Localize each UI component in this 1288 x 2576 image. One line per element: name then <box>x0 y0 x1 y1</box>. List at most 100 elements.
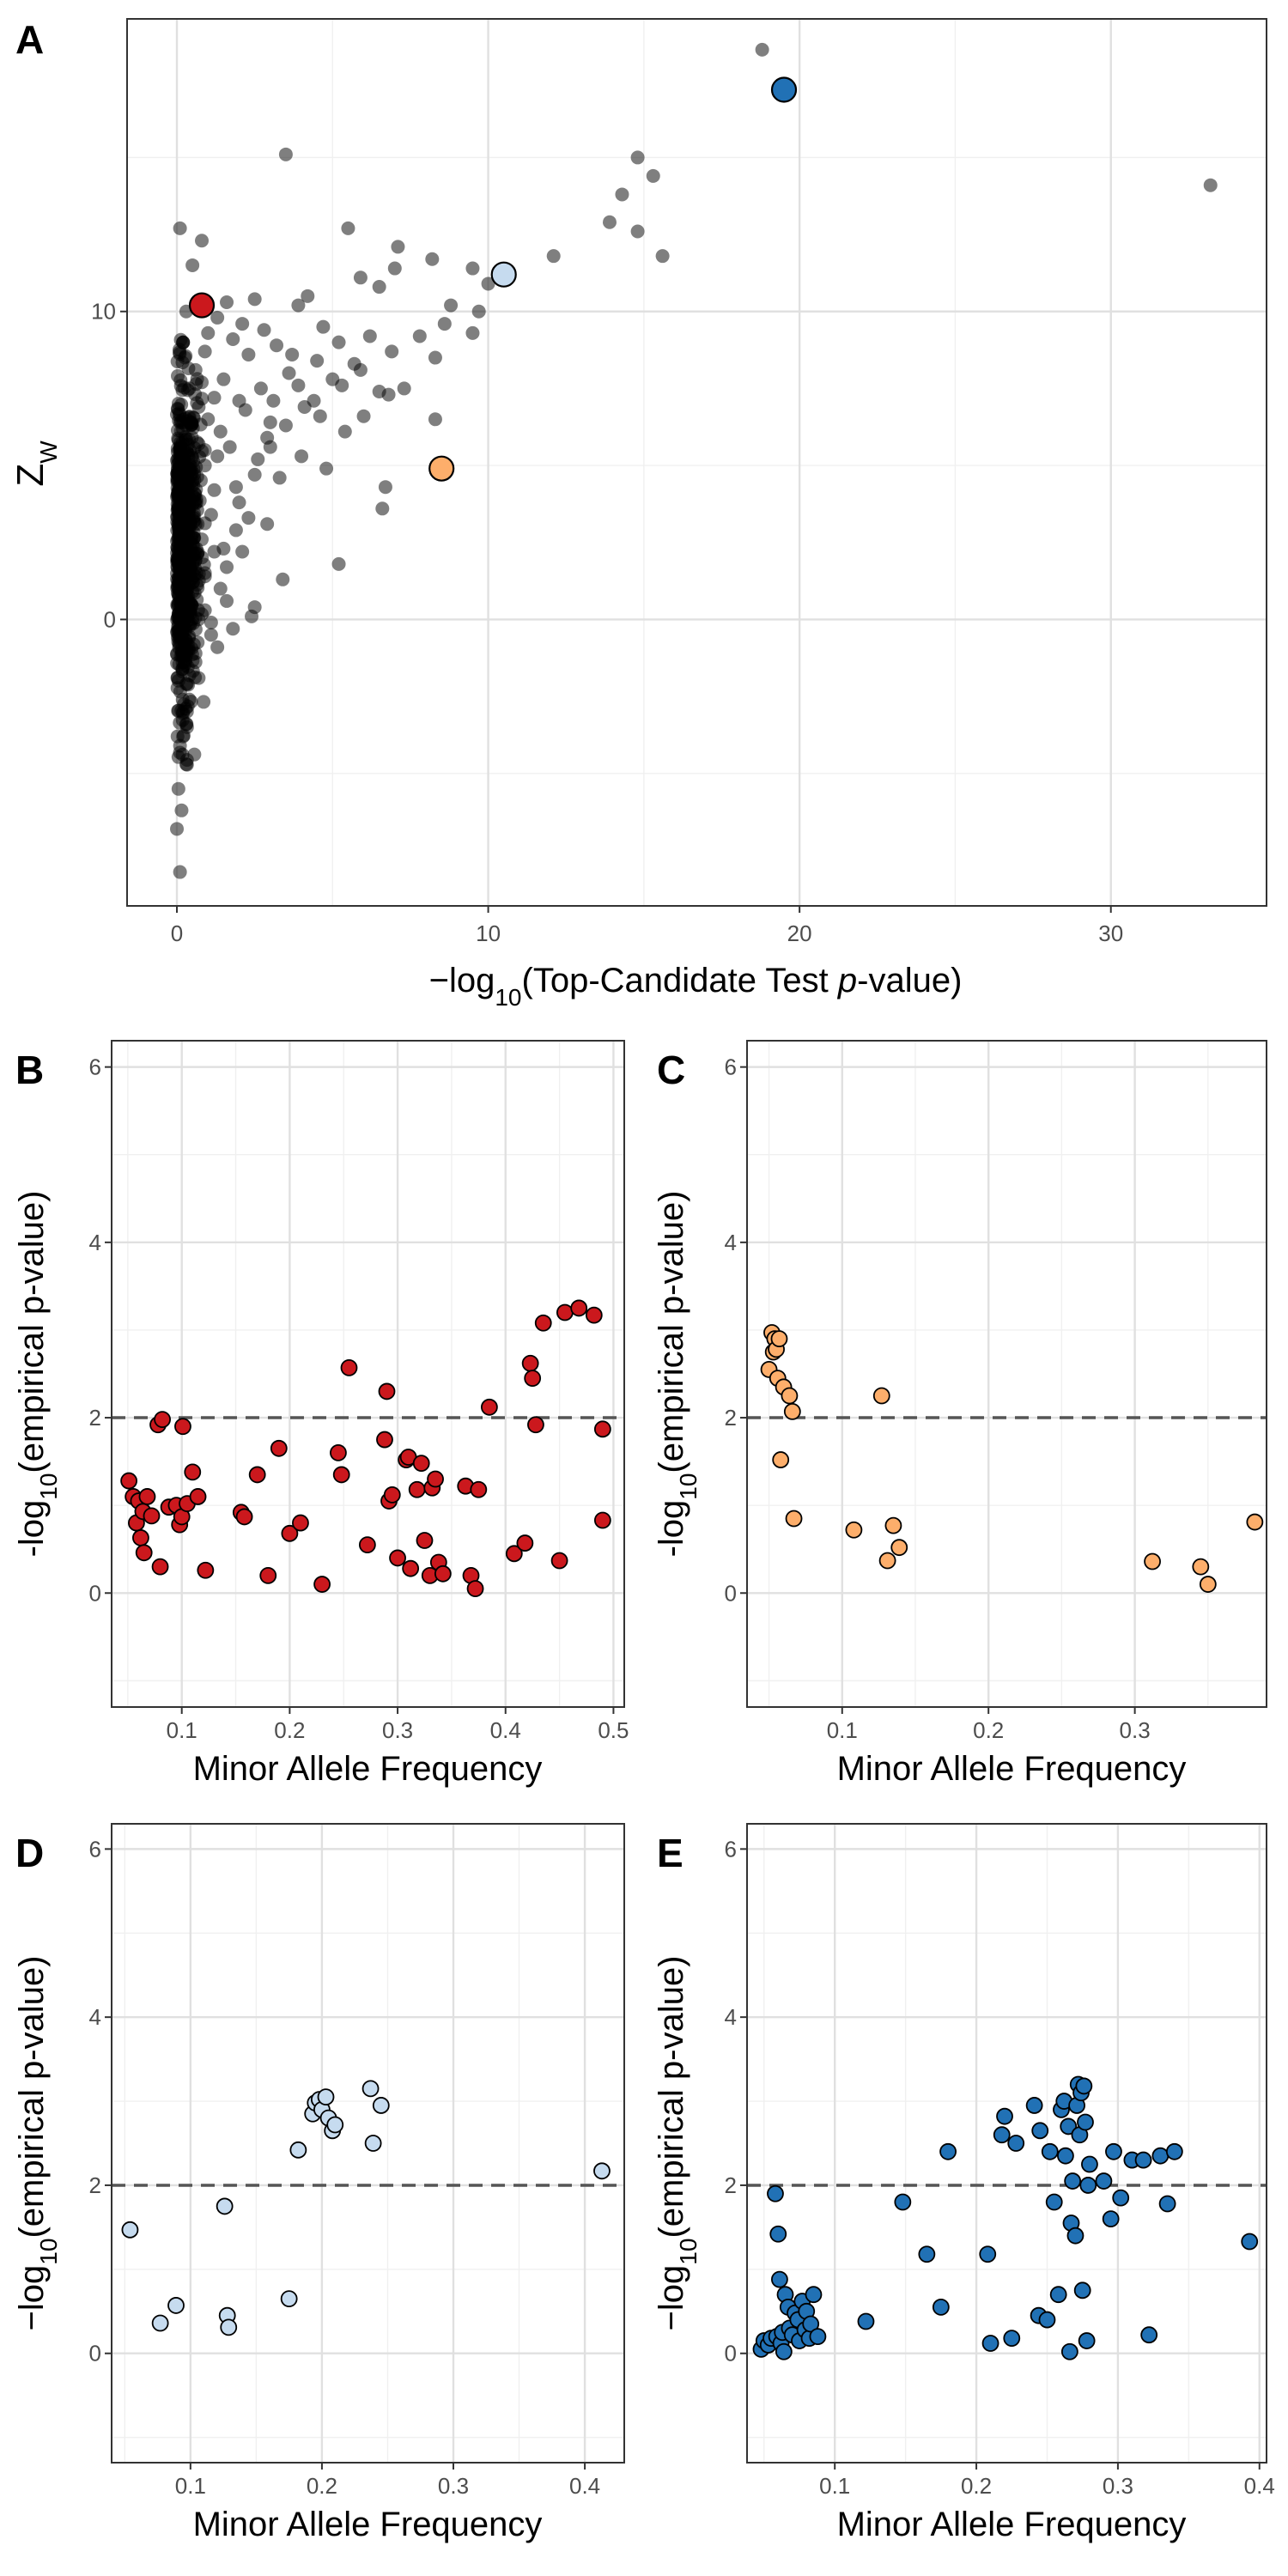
y-axis-title-part: (empirical p-value) <box>13 1191 51 1473</box>
data-point <box>471 304 486 319</box>
y-axis-title: −log10(empirical p-value) <box>13 1956 62 2331</box>
highlighted-point <box>770 76 798 103</box>
data-point <box>416 1532 434 1549</box>
x-tick-label: 0.1 <box>819 2473 850 2499</box>
data-point <box>353 270 368 285</box>
data-point <box>1066 2227 1084 2245</box>
data-point <box>187 747 202 762</box>
data-point <box>197 569 212 584</box>
data-point <box>1105 2142 1122 2160</box>
data-point <box>195 532 210 547</box>
data-point <box>295 449 309 464</box>
data-point <box>301 289 315 303</box>
data-point <box>340 1358 358 1376</box>
data-point <box>331 556 346 571</box>
plot-frame <box>126 18 1267 907</box>
data-point <box>480 1398 498 1416</box>
data-point <box>546 249 561 264</box>
y-axis-title: −log10(empirical p-value) <box>653 1956 702 2331</box>
y-tick-label: 6 <box>725 1054 737 1080</box>
data-point <box>247 292 262 307</box>
data-point <box>341 221 355 235</box>
data-point <box>802 2315 820 2333</box>
y-axis-title-part: 10 <box>35 1473 62 1500</box>
data-points <box>760 1324 1264 1593</box>
data-point <box>174 516 189 531</box>
x-axis-title-part: -value) <box>857 962 962 999</box>
data-point <box>524 1370 542 1388</box>
data-point <box>176 505 191 519</box>
y-tick-label: 0 <box>725 1580 737 1606</box>
data-point <box>556 1303 574 1321</box>
y-axis-title-part: (empirical p-value) <box>653 1191 690 1473</box>
data-point <box>1134 2151 1152 2169</box>
data-point <box>285 347 300 361</box>
panel-b: 0.1 0.2 0.3 0.4 0.5 0 2 4 6 B Minor Allele Frequen… <box>13 1040 629 1788</box>
data-point <box>247 467 262 482</box>
data-point <box>185 556 200 571</box>
data-point <box>282 366 296 380</box>
data-point <box>470 1480 488 1498</box>
y-tick-label: 10 <box>91 299 116 325</box>
y-axis-title-part: Z <box>9 464 52 487</box>
x-tick-label: 0.1 <box>167 1717 197 1743</box>
data-point <box>389 1549 406 1567</box>
data-point <box>337 424 352 439</box>
data-point <box>213 424 228 439</box>
data-point <box>121 2221 139 2239</box>
data-point <box>1060 2117 1078 2136</box>
data-point <box>918 2245 936 2263</box>
data-point <box>143 1507 161 1525</box>
x-axis-title: −log10(Top-Candidate Test p-value) <box>429 962 963 1011</box>
data-point <box>270 338 284 353</box>
data-point <box>170 822 185 836</box>
data-point <box>197 344 212 359</box>
data-point <box>220 2318 238 2336</box>
panel-label: E <box>657 1831 683 1875</box>
data-point <box>878 1552 896 1570</box>
data-point <box>372 2097 390 2114</box>
data-point <box>481 276 495 291</box>
data-point <box>248 1466 266 1484</box>
data-point <box>280 2290 298 2308</box>
data-point <box>1151 2147 1170 2165</box>
data-point <box>204 507 218 522</box>
data-point <box>428 412 442 427</box>
data-point <box>412 1455 430 1473</box>
data-point <box>1073 2281 1091 2300</box>
data-point <box>317 2088 335 2106</box>
data-point <box>179 757 193 772</box>
data-point <box>655 249 670 264</box>
data-point <box>521 1354 539 1372</box>
data-point <box>397 381 411 396</box>
data-point <box>771 2270 788 2288</box>
data-point <box>1165 2142 1183 2160</box>
data-point <box>1049 2286 1067 2304</box>
data-point <box>191 436 206 451</box>
data-point <box>387 261 402 276</box>
data-point <box>593 1511 611 1529</box>
data-point <box>981 2335 999 2352</box>
data-point <box>534 1314 552 1332</box>
y-tick-label: 0 <box>89 2341 101 2366</box>
data-point <box>188 517 203 532</box>
y-tick-label: 0 <box>89 1580 101 1606</box>
data-point <box>550 1552 568 1570</box>
data-point <box>1144 1552 1161 1571</box>
data-point <box>593 2162 611 2180</box>
y-tick-label: 4 <box>725 1230 737 1255</box>
data-point <box>213 581 228 596</box>
data-point <box>259 1566 277 1584</box>
data-point <box>1241 2233 1259 2251</box>
x-tick-label: 0.3 <box>1103 2473 1133 2499</box>
data-point <box>197 1561 215 1579</box>
panel-label: A <box>15 17 44 62</box>
data-point <box>376 1431 393 1449</box>
data-point <box>809 2328 827 2346</box>
data-point <box>361 2080 380 2098</box>
data-point <box>204 628 218 642</box>
data-point <box>253 381 268 396</box>
data-point <box>857 2312 875 2330</box>
data-point <box>381 387 396 402</box>
